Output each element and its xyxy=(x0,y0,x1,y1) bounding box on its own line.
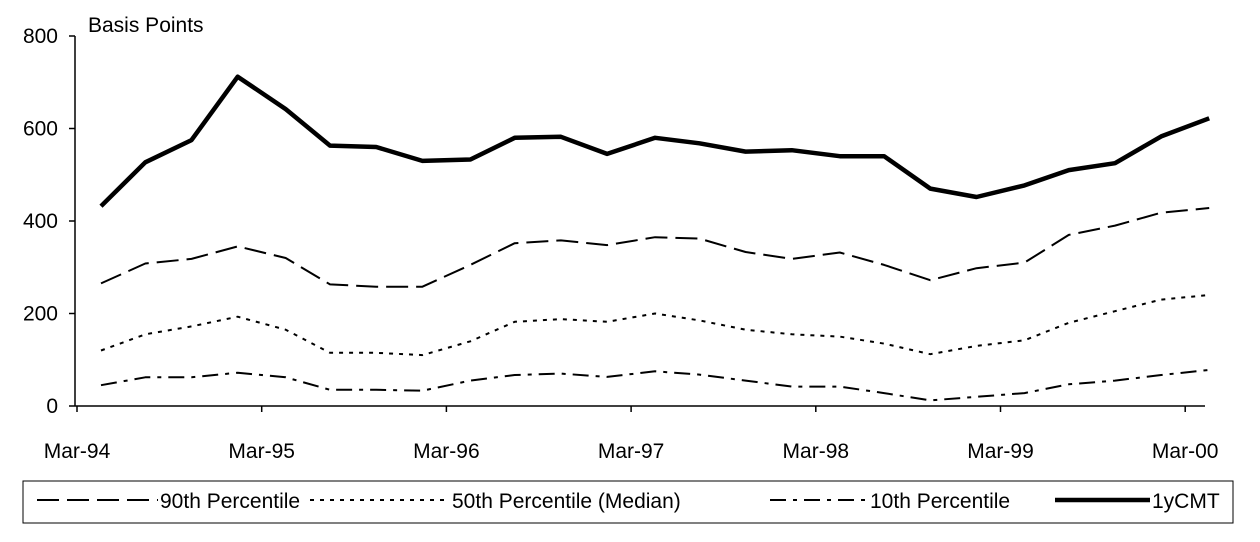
x-ticks: Mar-94 Mar-95 Mar-96 Mar-97 Mar-98 Mar-99 Mar-… xyxy=(44,406,1219,463)
y-tick-label: 0 xyxy=(46,395,58,418)
y-ticks: 0 200 400 600 800 xyxy=(23,25,75,418)
legend-items: 90th Percentile 50th Percentile (Median) 1… xyxy=(37,490,1220,513)
series-line-50th-percentile-median xyxy=(100,294,1210,357)
legend-box xyxy=(22,480,1234,524)
series-line-1ycmt xyxy=(99,74,1210,208)
axes: Basis Points xyxy=(74,14,1205,407)
legend-label: 50th Percentile (Median) xyxy=(452,490,681,513)
series-line-10th-percentile xyxy=(100,368,1210,402)
x-tick-label: Mar-99 xyxy=(967,440,1034,463)
x-tick-label: Mar-97 xyxy=(598,440,665,463)
y-tick-label: 800 xyxy=(23,25,58,48)
legend-label: 90th Percentile xyxy=(160,490,300,513)
y-tick-label: 600 xyxy=(23,118,58,141)
y-axis-title: Basis Points xyxy=(88,14,204,37)
y-tick-label: 200 xyxy=(23,303,58,326)
series-lines xyxy=(99,74,1210,402)
series-line-90th-percentile xyxy=(100,207,1210,288)
x-tick-label: Mar-96 xyxy=(413,440,480,463)
legend: 90th Percentile 50th Percentile (Median) 1… xyxy=(22,480,1234,524)
y-tick-label: 400 xyxy=(23,210,58,233)
x-tick-label: Mar-94 xyxy=(44,440,111,463)
legend-label: 10th Percentile xyxy=(870,490,1010,513)
x-tick-label: Mar-00 xyxy=(1152,440,1219,463)
legend-label: 1yCMT xyxy=(1152,490,1220,513)
x-tick-label: Mar-98 xyxy=(783,440,850,463)
x-tick-label: Mar-95 xyxy=(228,440,295,463)
